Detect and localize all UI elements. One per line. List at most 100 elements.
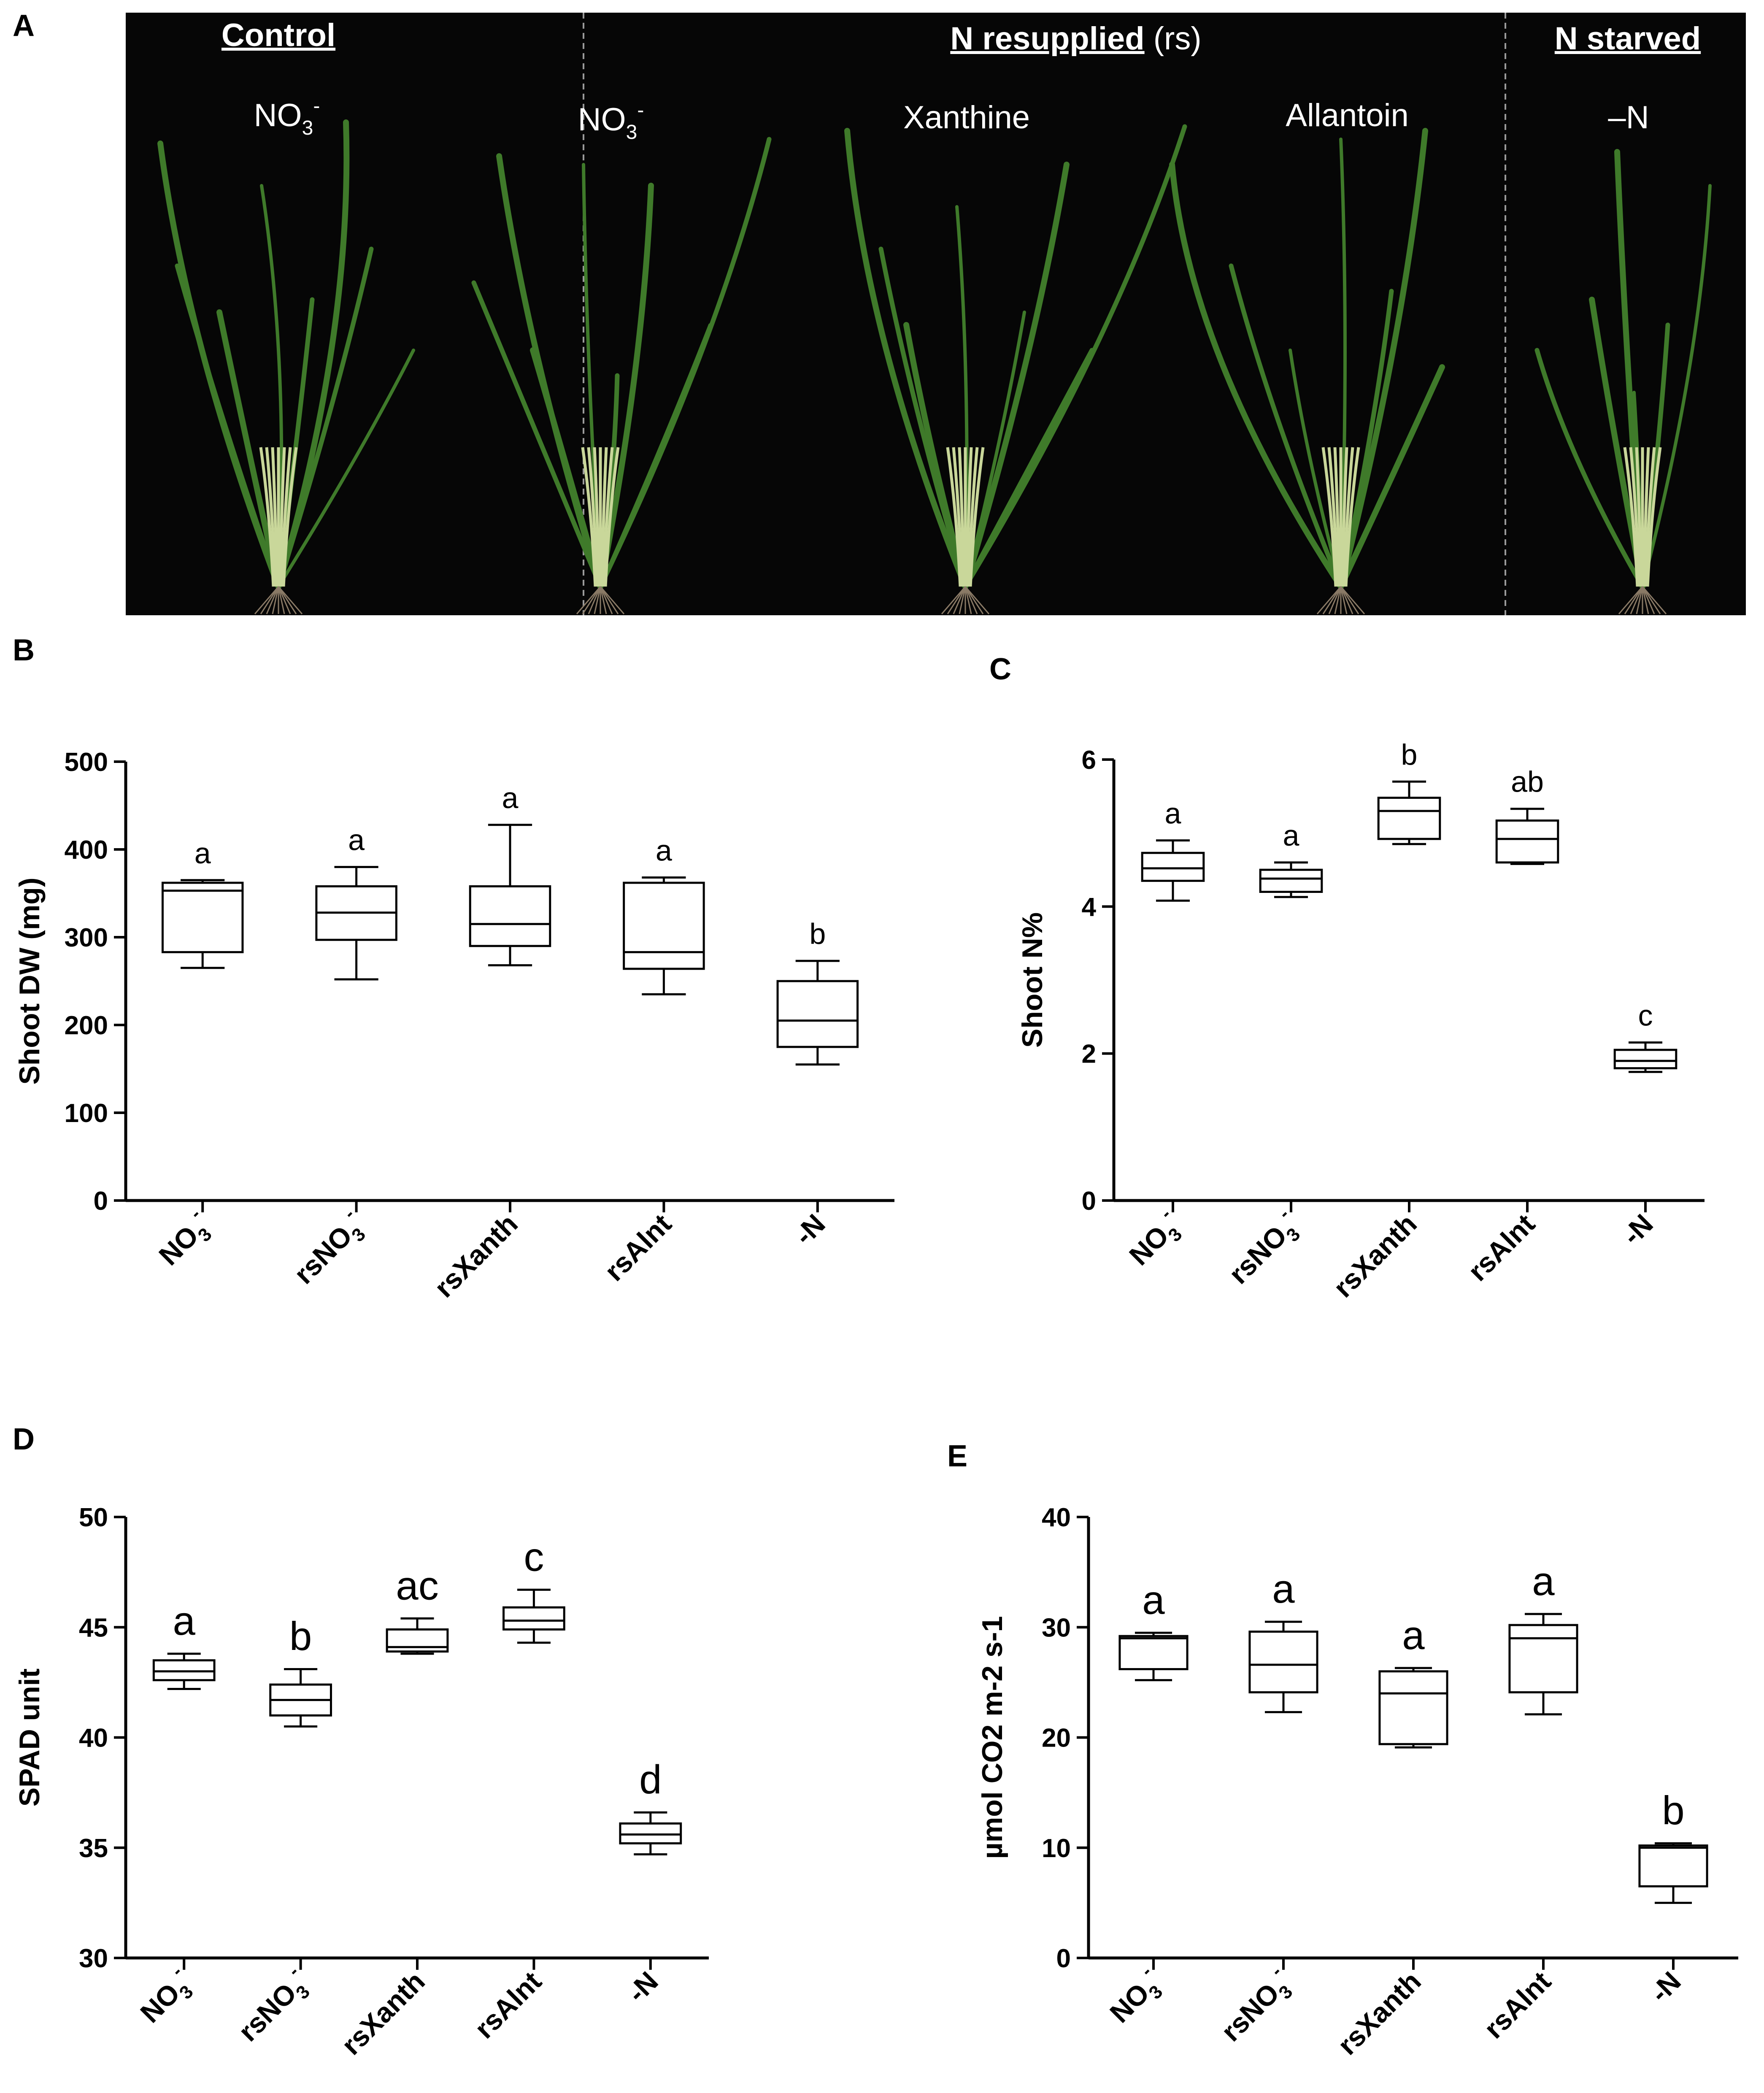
box-rsAlnt	[623, 876, 705, 995]
stem	[952, 447, 964, 587]
root	[953, 586, 966, 614]
significance-letter: a	[348, 824, 365, 857]
box--N	[776, 960, 859, 1066]
y-tick-label: 20	[1042, 1724, 1071, 1753]
leaf	[276, 246, 374, 589]
significance-letter: b	[1662, 1788, 1684, 1833]
label-control-no3: NO3-	[254, 95, 320, 139]
label-xanthine: Xanthine	[903, 100, 1030, 135]
y-tick-label: 50	[79, 1503, 108, 1532]
root	[278, 586, 303, 614]
box-NO3-	[152, 1652, 216, 1690]
box-iqr	[1495, 819, 1559, 864]
y-axis-label: Shoot DW (mg)	[14, 878, 46, 1085]
box-rsNO3-	[1259, 861, 1323, 898]
root	[1340, 586, 1348, 614]
stem	[967, 447, 979, 587]
y-tick-label: 40	[1042, 1503, 1071, 1532]
plant-allantoin	[1169, 128, 1445, 614]
root	[964, 586, 990, 614]
box-iqr	[1259, 868, 1323, 893]
box-iqr	[1118, 1635, 1189, 1671]
significance-letter: a	[173, 1598, 196, 1644]
box-rsNO3-	[1248, 1620, 1318, 1713]
root	[594, 586, 601, 614]
root	[600, 586, 625, 614]
leaf	[844, 128, 968, 590]
leaf	[216, 309, 281, 590]
label-allantoin: Allantoin	[1286, 97, 1409, 133]
y-tick-label: 0	[94, 1187, 108, 1216]
stem	[593, 447, 600, 587]
box-iqr	[1508, 1624, 1578, 1693]
y-tick-label: 4	[1082, 892, 1097, 922]
leaf	[1289, 349, 1343, 588]
header-n-starved: N starved	[1554, 21, 1701, 57]
root	[964, 586, 978, 614]
x-tick-label: -N	[1644, 1966, 1687, 2009]
box-rsAlnt	[1495, 808, 1559, 865]
stem	[946, 447, 962, 587]
box-iqr	[1378, 1670, 1448, 1745]
panel-letter-c: C	[989, 652, 1011, 686]
stem	[1333, 447, 1341, 587]
y-tick-label: 0	[1082, 1187, 1096, 1216]
root	[254, 586, 279, 614]
stem	[259, 447, 275, 587]
label-rs-no3-text: NO	[578, 102, 626, 138]
significance-letter: a	[1283, 819, 1299, 852]
significance-letter: ac	[396, 1563, 438, 1608]
header-n-resupplied-suffix: (rs)	[1144, 21, 1202, 57]
stem	[600, 447, 608, 587]
box-iqr	[502, 1606, 565, 1631]
leaf	[471, 280, 603, 589]
significance-letter: ab	[1511, 765, 1544, 798]
stem	[1343, 447, 1354, 587]
y-tick-label: 0	[1056, 1944, 1071, 1973]
y-axis-label: SPAD unit	[14, 1668, 46, 1806]
stem	[1635, 447, 1642, 587]
x-tick-label-main: rsAlnt	[1478, 1966, 1557, 2044]
root	[1642, 586, 1667, 614]
plant-photo: Control N resupplied (rs) N starved NO3-…	[126, 13, 1746, 615]
box-rsXanth	[469, 824, 551, 967]
stem	[604, 447, 620, 587]
leaf	[1169, 162, 1344, 590]
box--N	[619, 1811, 682, 1855]
plant-control	[157, 119, 415, 614]
y-tick-label: 10	[1042, 1834, 1071, 1863]
stem	[1341, 447, 1348, 587]
root	[964, 586, 972, 614]
stem	[1327, 447, 1339, 587]
leaf	[277, 349, 415, 588]
root	[272, 586, 279, 614]
box-iqr	[1613, 1049, 1678, 1069]
stem	[1623, 447, 1639, 587]
stem	[958, 447, 965, 587]
x-tick-label-main: rsXanth	[1332, 1966, 1427, 2061]
root	[588, 586, 601, 614]
x-tick-label: rsNO3-	[1211, 1961, 1301, 2051]
box--N	[1613, 1041, 1678, 1073]
significance-letter: a	[1402, 1613, 1425, 1658]
significance-letter: b	[809, 917, 826, 950]
x-tick-label: rsAlnt	[1478, 1966, 1557, 2044]
box-iqr	[623, 882, 705, 970]
box-iqr	[619, 1822, 682, 1844]
stem	[265, 447, 277, 587]
root	[941, 586, 966, 614]
significance-letter: a	[502, 781, 519, 814]
y-tick-label: 40	[79, 1724, 108, 1753]
root	[1340, 586, 1365, 614]
significance-letter: a	[1532, 1559, 1555, 1604]
x-tick-label-main: -N	[1644, 1966, 1687, 2009]
box-iqr	[1638, 1844, 1708, 1887]
leaf	[1534, 348, 1645, 589]
y-tick-label: 6	[1082, 746, 1096, 775]
box-rsXanth	[1377, 780, 1441, 845]
stem	[278, 447, 286, 587]
plant-minus-n	[1534, 149, 1712, 614]
leaf	[1338, 364, 1445, 590]
